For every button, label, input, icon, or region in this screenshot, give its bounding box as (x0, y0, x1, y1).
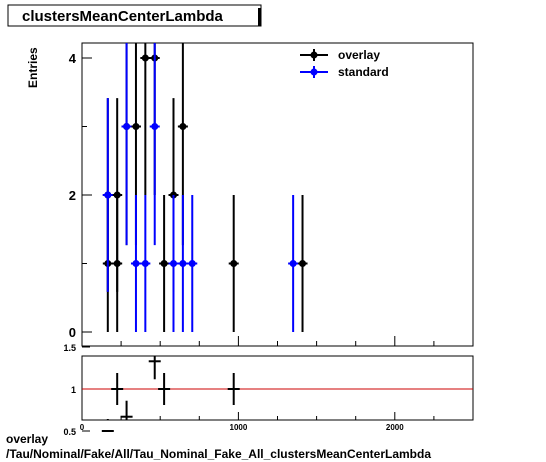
legend: overlay standard (300, 48, 389, 79)
ratio-axis-ticks: 0.5 1 1.5 0 1000 2000 (63, 343, 474, 437)
ratio-y-tick-label: 1.5 (63, 343, 76, 353)
ratio-y-tick-label: 0.5 (63, 427, 76, 437)
data-point-overlay (113, 260, 121, 267)
x-tick-label: 2000 (386, 423, 404, 432)
data-point-standard (289, 260, 297, 267)
x-tick-label: 1000 (230, 423, 248, 432)
ratio-y-tick-label: 1 (71, 385, 76, 395)
data-point-standard (179, 260, 187, 267)
title-box: clustersMeanCenterLambda (7, 4, 262, 27)
footer-line-2: /Tau/Nominal/Fake/All/Tau_Nominal_Fake_A… (6, 447, 431, 461)
data-point-standard (104, 191, 112, 199)
data-point-standard (169, 260, 177, 267)
data-point-overlay (132, 123, 140, 130)
main-data-marks (102, 43, 308, 332)
x-tick-label: 0 (80, 423, 85, 432)
chart-title: clustersMeanCenterLambda (22, 8, 224, 25)
y-tick-label: 0 (69, 325, 76, 340)
legend-label-overlay: overlay (338, 48, 380, 62)
data-point-standard (188, 260, 196, 267)
footer-line-1: overlay (6, 432, 48, 446)
data-point-overlay (179, 123, 187, 130)
data-point-overlay (230, 260, 238, 267)
legend-label-standard: standard (338, 65, 389, 79)
data-point-standard (151, 123, 159, 130)
data-point-standard (141, 260, 149, 267)
data-point-overlay (299, 260, 307, 267)
y-tick-label: 2 (69, 188, 76, 203)
ratio-data-marks (82, 356, 473, 432)
main-plot-frame (81, 42, 474, 347)
main-axis-ticks: 0 2 4 (69, 51, 474, 346)
legend-entry-overlay: overlay (300, 48, 380, 62)
data-point-overlay (160, 260, 168, 267)
legend-entry-standard: standard (300, 65, 389, 79)
data-point-standard (123, 123, 131, 130)
data-point-standard (132, 260, 140, 267)
data-point-overlay (141, 54, 149, 62)
y-tick-label: 4 (69, 51, 77, 66)
y-axis-label: Entries (26, 47, 40, 88)
ratio-plot-frame (81, 355, 474, 421)
